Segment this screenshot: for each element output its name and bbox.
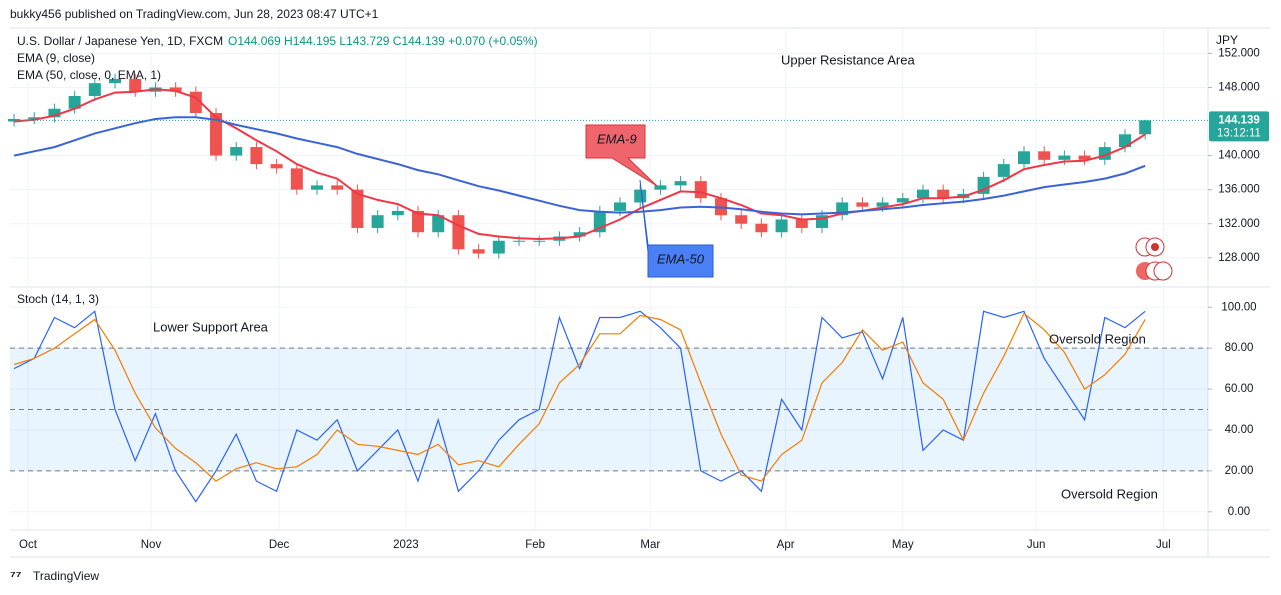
- candle-body: [513, 240, 526, 242]
- annotation: Upper Resistance Area: [781, 52, 915, 67]
- candle-body: [290, 168, 303, 190]
- x-tick-label: Jun: [1027, 539, 1046, 551]
- y-tick-label: 60.00: [1225, 383, 1254, 395]
- x-tick-label: May: [892, 539, 914, 551]
- stoch-title: Stoch (14, 1, 3): [17, 292, 99, 306]
- candle-body: [169, 87, 182, 92]
- candle-body: [1078, 155, 1091, 160]
- candle-body: [654, 185, 667, 190]
- candle-body: [694, 181, 707, 199]
- y-tick-label: 128.000: [1218, 252, 1260, 264]
- x-tick-label: 2023: [393, 539, 419, 551]
- currency: JPY: [1216, 33, 1238, 47]
- publish-header: bukky456 published on TradingView.com, J…: [10, 7, 379, 21]
- y-tick-label: 80.00: [1225, 342, 1254, 354]
- ohlc-legend: O144.069 H144.195 L143.729 C144.139 +0.0…: [228, 34, 538, 48]
- symbol-icons: [1135, 237, 1173, 281]
- candle-body: [250, 147, 263, 165]
- candle-body: [48, 108, 61, 118]
- y-tick-label: 140.000: [1218, 150, 1260, 162]
- candle-body: [614, 202, 627, 211]
- candle-body: [755, 223, 768, 233]
- annotation: EMA-50: [657, 251, 705, 266]
- ema9-legend: EMA (9, close): [17, 51, 95, 65]
- candle-body: [270, 164, 283, 169]
- candle-body: [856, 202, 869, 207]
- candle-body: [109, 78, 122, 84]
- annotation: EMA-9: [597, 131, 637, 146]
- y-tick-label: 40.00: [1225, 424, 1254, 436]
- candle-body: [391, 210, 404, 216]
- y-tick-label: 20.00: [1225, 465, 1254, 477]
- candle-body: [634, 189, 647, 203]
- annotation: Lower Support Area: [153, 319, 269, 334]
- candle-body: [88, 83, 101, 96]
- stoch-line: [13, 310, 1146, 503]
- x-tick-label: Feb: [525, 539, 545, 551]
- candle-body: [1139, 120, 1152, 135]
- candle-body: [210, 112, 223, 156]
- candle-body: [129, 78, 142, 92]
- candle-body: [775, 219, 788, 233]
- x-tick-label: Mar: [640, 539, 660, 551]
- candle-body: [472, 249, 485, 254]
- ema50-legend: EMA (50, close, 0, EMA, 1): [17, 68, 161, 82]
- candle-body: [674, 181, 687, 186]
- candle-body: [351, 189, 364, 228]
- candle-body: [412, 210, 425, 233]
- candle-body: [452, 215, 465, 250]
- last-price-box: [1209, 111, 1269, 142]
- candle-body: [916, 189, 929, 199]
- x-tick-label: Apr: [777, 539, 795, 551]
- candle-body: [28, 117, 41, 119]
- candle-body: [230, 147, 243, 156]
- candle-body: [876, 202, 889, 207]
- candle-body: [8, 118, 21, 122]
- countdown: 13:12:11: [1217, 127, 1261, 139]
- x-tick-label: Nov: [141, 539, 162, 551]
- y-tick-label: 148.000: [1218, 81, 1260, 93]
- candle-body: [432, 215, 445, 233]
- candle-body: [1038, 151, 1051, 160]
- logo: ⁷⁷: [10, 568, 22, 584]
- candle-body: [937, 189, 950, 199]
- candle-body: [331, 185, 344, 190]
- y-tick-label: 136.000: [1218, 184, 1260, 196]
- candle-body: [997, 164, 1010, 177]
- candle-body: [896, 198, 909, 203]
- x-tick-label: Jul: [1156, 539, 1171, 551]
- ema-line: [13, 88, 1146, 241]
- candle-body: [533, 240, 546, 242]
- candle-body: [1118, 134, 1131, 148]
- y-tick-label: 152.000: [1218, 47, 1260, 59]
- callout: [585, 124, 658, 187]
- candle-body: [492, 240, 505, 254]
- brand: TradingView: [33, 569, 99, 583]
- candle-body: [311, 185, 324, 190]
- candle-body: [795, 219, 808, 228]
- ema-line: [13, 116, 1146, 216]
- annotation: Oversold Region: [1049, 331, 1146, 346]
- x-tick-label: Oct: [19, 539, 38, 551]
- y-tick-label: 0.00: [1228, 506, 1250, 518]
- candle-body: [68, 95, 81, 109]
- candle-body: [735, 215, 748, 224]
- symbol-title: U.S. Dollar / Japanese Yen, 1D, FXCM: [17, 34, 223, 48]
- candle-body: [1017, 151, 1030, 165]
- y-tick-label: 100.00: [1221, 301, 1256, 313]
- x-tick-label: Dec: [269, 539, 290, 551]
- callout: [639, 179, 714, 278]
- annotation: Oversold Region: [1061, 486, 1158, 501]
- candle-body: [371, 215, 384, 228]
- y-tick-label: 132.000: [1218, 218, 1260, 230]
- stoch-line: [13, 312, 1146, 482]
- candle-body: [1058, 155, 1071, 160]
- candle-body: [573, 232, 586, 237]
- last-price-label: 144.139: [1218, 114, 1260, 126]
- candle-body: [977, 176, 990, 194]
